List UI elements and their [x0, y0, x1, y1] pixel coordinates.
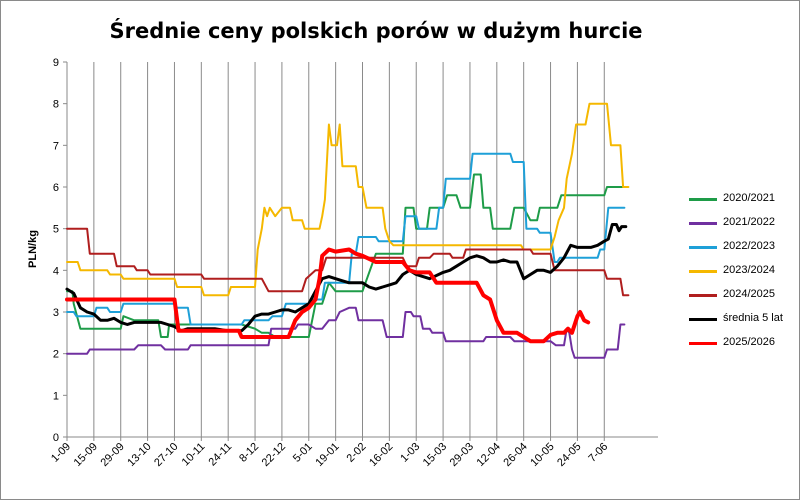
series-line-6	[65, 247, 591, 344]
legend-label-4: 2024/2025	[723, 288, 775, 300]
y-tick-label-3: 3	[53, 307, 59, 319]
legend-label-1: 2021/2022	[723, 216, 775, 228]
legend-item-6: 2025/2026	[689, 334, 799, 358]
y-tick-label-6: 6	[53, 182, 59, 194]
y-axis-label: PLN/kg	[27, 230, 39, 268]
legend-swatch-0	[689, 198, 717, 201]
x-tick-label-7: 8-12	[237, 441, 261, 465]
legend-swatch-2	[689, 246, 717, 249]
series-line-0	[66, 173, 626, 338]
x-tick-label-14: 15-03	[421, 441, 449, 469]
y-tick-label-8: 8	[53, 99, 59, 111]
y-tick-label-4: 4	[53, 265, 59, 277]
legend-label-0: 2020/2021	[723, 192, 775, 204]
legend-item-3: 2023/2024	[689, 262, 799, 286]
legend-item-4: 2024/2025	[689, 286, 799, 310]
legend-label-6: 2025/2026	[723, 336, 775, 348]
x-tick-label-1: 15-09	[72, 441, 100, 469]
legend-swatch-6	[689, 342, 717, 345]
legend-label-5: średnia 5 lat	[723, 312, 783, 324]
legend-item-5: średnia 5 lat	[689, 310, 799, 334]
x-tick-label-13: 1-03	[398, 441, 422, 465]
legend-swatch-4	[689, 294, 717, 297]
y-tick-label-1: 1	[53, 390, 59, 402]
chart-title: Średnie ceny polskich porów w dużym hurc…	[109, 19, 643, 43]
legend-label-2: 2022/2023	[723, 240, 775, 252]
x-tick-label-6: 24-11	[206, 441, 234, 469]
series-line-3	[66, 102, 630, 297]
y-tick-label-7: 7	[53, 140, 59, 152]
x-tick-label-12: 16-02	[367, 441, 395, 469]
series-line-5	[65, 223, 628, 333]
legend-item-0: 2020/2021	[689, 190, 799, 214]
x-tick-label-0: 1-09	[49, 441, 73, 465]
legend: 2020/2021 2021/2022 2022/2023 2023/2024 2024…	[689, 190, 799, 358]
y-tick-label-2: 2	[53, 349, 59, 361]
x-tick-label-17: 26-04	[501, 441, 529, 469]
y-tick-label-5: 5	[53, 224, 59, 236]
legend-label-3: 2023/2024	[723, 264, 775, 276]
x-tick-label-9: 5-01	[291, 441, 315, 465]
x-tick-label-3: 13-10	[125, 441, 153, 469]
series-line-4	[66, 227, 630, 297]
legend-swatch-3	[689, 270, 717, 273]
x-tick-label-2: 29-09	[98, 441, 126, 469]
y-tick-label-0: 0	[53, 432, 59, 444]
x-tick-label-19: 24-05	[555, 441, 583, 469]
x-tick-label-8: 22-12	[260, 441, 288, 469]
legend-item-2: 2022/2023	[689, 238, 799, 262]
x-tick-label-5: 10-11	[180, 441, 208, 469]
axes	[63, 61, 658, 441]
y-tick-label-9: 9	[53, 57, 59, 69]
y-tick-labels: 0 1 2 3 4 5 6 7 8 9	[53, 57, 59, 444]
x-tick-label-10: 19-01	[313, 441, 341, 469]
grid-lines	[66, 62, 605, 437]
x-tick-label-15: 29-03	[448, 441, 476, 469]
legend-swatch-5	[689, 318, 717, 321]
series-line-2	[66, 152, 626, 326]
x-tick-label-11: 2-02	[345, 441, 369, 465]
legend-item-1: 2021/2022	[689, 214, 799, 238]
series-line-1	[66, 306, 626, 359]
x-tick-label-4: 27-10	[152, 441, 180, 469]
x-tick-label-16: 12-04	[475, 441, 503, 469]
legend-swatch-1	[689, 222, 717, 225]
x-tick-label-20: 7-06	[586, 441, 610, 465]
x-tick-label-18: 10-05	[528, 441, 556, 469]
series-lines	[65, 102, 630, 359]
